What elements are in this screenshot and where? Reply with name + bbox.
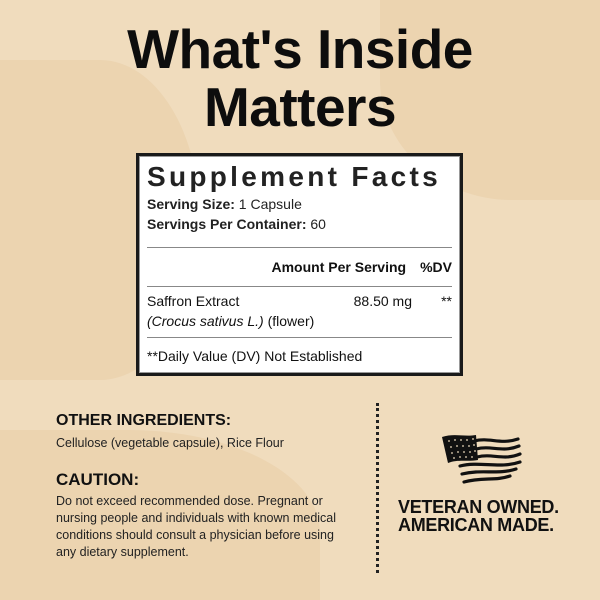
ingredient-amount: 88.50 mg [353, 293, 412, 309]
supplement-facts-panel: Supplement Facts Serving Size: 1 Capsule… [136, 153, 463, 376]
serving-size-label: Serving Size: [147, 196, 235, 212]
veteran-owned-badge: VETERAN OWNED. AMERICAN MADE. [398, 498, 559, 534]
dv-header: %DV [420, 259, 452, 275]
servings-value: 60 [306, 216, 326, 232]
ingredient-row: Saffron Extract (Crocus sativus L.) (flo… [147, 287, 452, 337]
serving-size-value: 1 Capsule [234, 196, 302, 212]
other-ingredients-heading: OTHER INGREDIENTS: [56, 412, 232, 429]
badge-line-2: AMERICAN MADE. [398, 515, 554, 535]
divider [147, 286, 452, 287]
title-line-1: What's Inside [127, 18, 473, 80]
ingredient-part: (flower) [263, 313, 315, 329]
other-ingredients-text: Cellulose (vegetable capsule), Rice Flou… [56, 436, 284, 450]
supplement-facts-heading: Supplement Facts [147, 161, 441, 192]
servings-per-container: Servings Per Container: 60 [147, 214, 452, 234]
ingredient-latin-name: (Crocus sativus L.) [147, 313, 264, 329]
divider [147, 247, 452, 248]
dv-footnote: **Daily Value (DV) Not Established [147, 348, 363, 364]
divider [147, 337, 452, 338]
amount-header: Amount Per Serving [271, 259, 407, 275]
serving-size: Serving Size: 1 Capsule [147, 194, 452, 214]
caution-heading: CAUTION: [56, 470, 140, 489]
dotted-divider [376, 403, 379, 573]
ingredient-name: Saffron Extract (Crocus sativus L.) (flo… [147, 291, 332, 331]
ingredient-common-name: Saffron Extract [147, 293, 240, 309]
page-title: What's Inside Matters [0, 20, 600, 136]
servings-label: Servings Per Container: [147, 216, 307, 232]
badge-line-1: VETERAN OWNED. [398, 497, 559, 517]
ingredient-dv: ** [441, 293, 452, 309]
american-flag-icon [442, 435, 522, 484]
column-header: Amount Per Serving %DV [147, 248, 453, 286]
caution-text: Do not exceed recommended dose. Pregnant… [56, 494, 337, 559]
title-line-2: Matters [203, 76, 397, 138]
